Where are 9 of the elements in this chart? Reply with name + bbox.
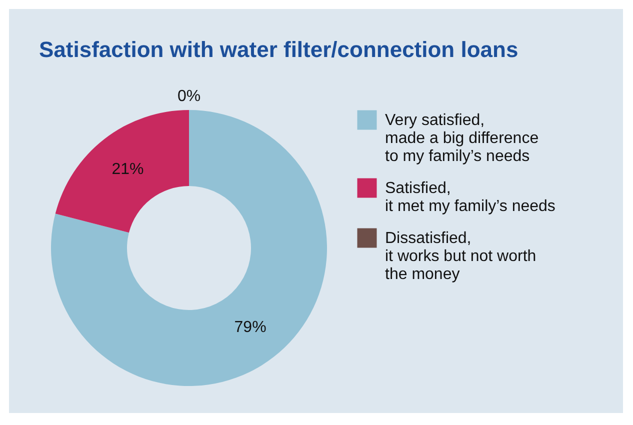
text: 0% xyxy=(177,88,201,105)
donut-slice xyxy=(55,110,189,233)
donut-slice xyxy=(51,110,327,386)
legend-label: Dissatisfied, it works but not worth the money xyxy=(385,230,536,283)
legend-label: Satisfied, it met my family’s needs xyxy=(385,180,556,215)
chart-title: Satisfaction with water filter/connection loans xyxy=(39,37,518,62)
data-label: 21% xyxy=(112,160,144,178)
data-label: 79% xyxy=(234,319,266,336)
legend-label: Very satisfied, made a big difference to my family’s needs xyxy=(385,112,539,165)
